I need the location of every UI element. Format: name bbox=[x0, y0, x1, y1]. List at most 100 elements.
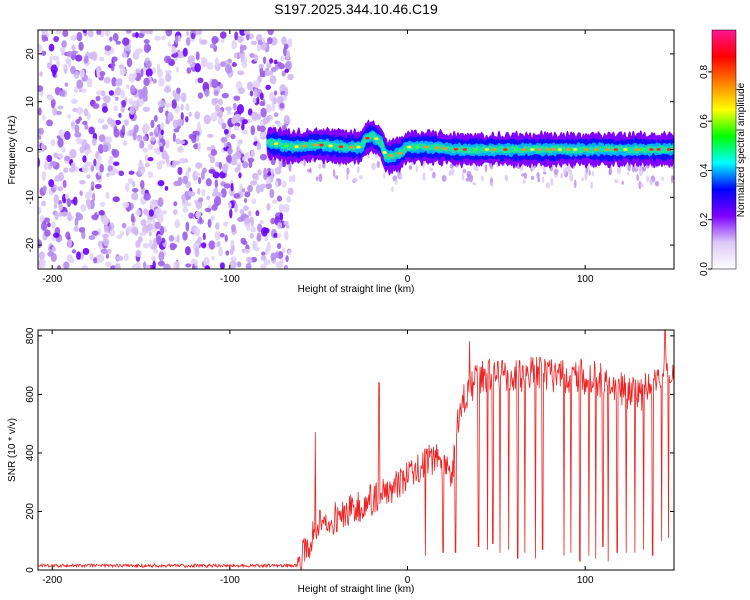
spectrogram-cell bbox=[128, 73, 135, 83]
spectrogram-cell bbox=[214, 230, 221, 241]
spectrogram-cell bbox=[133, 124, 139, 134]
y-tick-label: 800 bbox=[25, 327, 36, 344]
spectrogram-cell bbox=[210, 149, 218, 156]
spectrogram-cell bbox=[121, 222, 127, 229]
colorbar-tick-label: 0.2 bbox=[699, 212, 710, 226]
spectrogram-cell bbox=[67, 211, 72, 222]
spectrogram-cell bbox=[73, 225, 79, 232]
spectrogram-cell bbox=[287, 38, 293, 46]
spectrogram-cell bbox=[221, 163, 228, 174]
spectrogram-cell bbox=[130, 84, 136, 94]
spectrogram-cell bbox=[145, 60, 152, 69]
spectrogram-cell bbox=[116, 255, 124, 261]
spectrogram-cell bbox=[229, 260, 237, 269]
spectrogram-cell bbox=[131, 188, 139, 193]
spectrogram-cell bbox=[204, 265, 211, 269]
spectrogram-cell bbox=[239, 44, 244, 55]
spectrogram-cell bbox=[225, 250, 230, 256]
spectrogram-cell bbox=[282, 247, 286, 254]
spectrogram-cell bbox=[121, 52, 128, 58]
spectrogram-cell bbox=[287, 73, 294, 81]
spectrogram-cell bbox=[281, 160, 287, 168]
spectrogram-cell bbox=[142, 123, 150, 133]
spectrogram-cell bbox=[352, 177, 358, 183]
spectrogram-cell bbox=[92, 192, 96, 202]
spectrogram-cell bbox=[270, 168, 275, 175]
spectrogram-cell bbox=[53, 152, 58, 158]
spectrogram-cell bbox=[97, 154, 102, 162]
spectrogram-cell bbox=[356, 165, 360, 174]
spectrogram-cell bbox=[138, 91, 144, 100]
spectrogram-cell bbox=[273, 59, 278, 65]
spectrogram-cell bbox=[41, 50, 47, 56]
spectrogram-cell bbox=[203, 114, 211, 125]
spectrogram-cell bbox=[260, 255, 267, 261]
spectrogram-cell bbox=[190, 32, 196, 40]
spectrogram-cell bbox=[150, 119, 155, 129]
spectrogram-cell bbox=[205, 178, 212, 187]
spectrogram-cell bbox=[163, 55, 172, 64]
spectrogram-cell bbox=[112, 32, 119, 42]
spectrogram-cell bbox=[261, 251, 266, 256]
spectrogram-cell bbox=[61, 211, 68, 217]
spectrogram-cell bbox=[265, 176, 271, 184]
spectrogram-peak bbox=[423, 145, 429, 149]
spectrogram-cell bbox=[608, 166, 612, 175]
spectrogram-cell bbox=[394, 178, 398, 186]
spectrogram-cell bbox=[204, 207, 212, 213]
spectrogram-cell bbox=[267, 37, 273, 45]
spectrogram-cell bbox=[145, 264, 151, 269]
spectrogram-cell bbox=[67, 60, 71, 68]
spectrogram-cell bbox=[190, 258, 198, 267]
spectrogram-cell bbox=[234, 125, 240, 131]
y-tick-label: -10 bbox=[25, 190, 36, 205]
spectrogram-cell bbox=[91, 51, 98, 62]
spectrogram-cell bbox=[54, 184, 58, 190]
spectrogram-cell bbox=[260, 264, 267, 269]
spectrogram-cell bbox=[236, 103, 245, 114]
y-tick-label: 0 bbox=[25, 146, 36, 152]
spectrogram-cell bbox=[82, 155, 87, 163]
spectrogram-cell bbox=[335, 175, 339, 180]
spectrogram-cell bbox=[292, 174, 296, 183]
spectrogram-cell bbox=[174, 236, 178, 243]
spectrogram-cell bbox=[214, 104, 220, 112]
spectrogram-cell bbox=[227, 147, 233, 155]
spectrogram-cell bbox=[248, 210, 252, 217]
snr-y-axis: 0 200 400 600 800 bbox=[25, 327, 674, 573]
spectrogram-cell bbox=[64, 194, 70, 200]
spectrogram-cell bbox=[208, 168, 216, 174]
spectrogram-cell bbox=[197, 187, 201, 195]
spectrogram-cell bbox=[189, 63, 196, 68]
snr-panel: -200 -100 0 100 0 200 400 600 800 Height of str… bbox=[7, 327, 675, 595]
spectrogram-cell bbox=[174, 35, 179, 45]
spectrogram-cell bbox=[174, 219, 181, 229]
spectrogram-peak bbox=[319, 143, 324, 147]
spectrogram-cell bbox=[65, 231, 71, 240]
spectrogram-cell bbox=[58, 212, 63, 217]
spectrogram-cell bbox=[140, 187, 147, 196]
spectrogram-peak bbox=[349, 145, 354, 149]
spectrogram-cell bbox=[98, 134, 106, 143]
snr-x-label: Height of straight line (km) bbox=[298, 584, 415, 595]
spectrogram-cell bbox=[231, 224, 236, 232]
y-tick-label: 20 bbox=[25, 48, 36, 60]
spectrogram-cell bbox=[636, 173, 639, 181]
spectrogram-cell bbox=[107, 136, 113, 143]
spectrogram-cell bbox=[48, 43, 55, 52]
spectrogram-cell bbox=[136, 136, 142, 142]
y-tick-label: 10 bbox=[25, 96, 36, 108]
spectrogram-peak bbox=[623, 148, 628, 151]
spectrogram-cell bbox=[53, 203, 58, 209]
spectrogram-cell bbox=[75, 137, 83, 145]
spectrogram-cell bbox=[154, 131, 159, 138]
spectrogram-cell bbox=[398, 173, 403, 180]
spectrogram-cell bbox=[137, 32, 145, 39]
x-tick-label: -100 bbox=[220, 575, 240, 586]
spectrogram-cell bbox=[185, 263, 192, 268]
spectrogram-cell bbox=[638, 181, 642, 190]
spectrogram-peak bbox=[294, 145, 299, 149]
spectrogram-cell bbox=[116, 234, 123, 239]
spectrogram-cell bbox=[82, 30, 87, 34]
spectrogram-cell bbox=[129, 105, 135, 115]
